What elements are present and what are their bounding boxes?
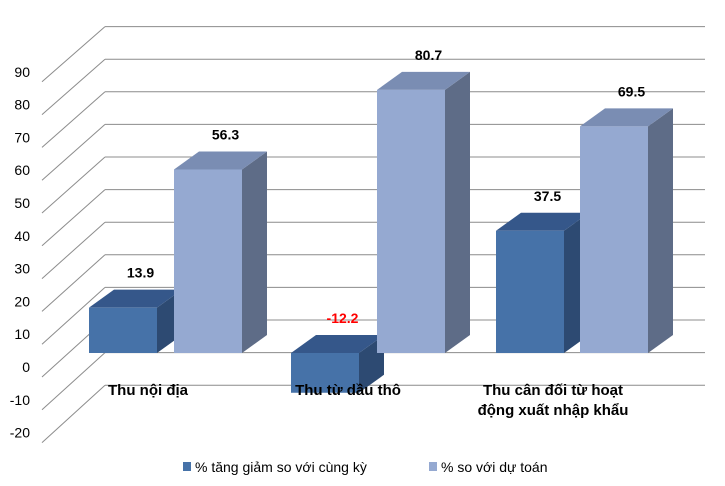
bar-top <box>291 335 384 353</box>
y-tick-label: 90 <box>14 64 30 80</box>
bar-side <box>648 108 673 354</box>
grid-side-line <box>41 221 106 279</box>
category-label: động xuất nhập khẩu <box>478 402 629 419</box>
legend-label: % tăng giảm so với cùng kỳ <box>195 459 367 475</box>
category-label: Thu nội địa <box>108 382 189 399</box>
y-tick-label: -20 <box>10 425 30 441</box>
grid-side-line <box>41 384 106 443</box>
bar-top <box>496 212 589 231</box>
data-label: 37.5 <box>534 188 561 204</box>
y-tick-label: 60 <box>14 162 30 178</box>
grid-side-line <box>41 254 106 312</box>
y-tick-label: 30 <box>14 261 30 277</box>
legend-label: % so với dự toán <box>441 459 548 475</box>
y-tick-label: 40 <box>14 228 30 244</box>
data-label: 56.3 <box>212 126 239 142</box>
bar-top <box>174 151 267 170</box>
y-tick-label: 70 <box>14 129 30 145</box>
y-tick-label: 20 <box>14 293 30 309</box>
y-tick-label: -10 <box>10 392 30 408</box>
grid-side-line <box>41 91 106 148</box>
grid-side-line <box>41 58 106 115</box>
legend-swatch <box>429 462 437 471</box>
y-tick-label: 50 <box>14 195 30 211</box>
grid-side-line <box>41 26 106 83</box>
y-tick-label: 80 <box>14 97 30 113</box>
bar-top <box>89 289 182 308</box>
legend-swatch <box>183 462 191 471</box>
bar <box>89 307 157 353</box>
bar <box>291 353 359 393</box>
category-label: Thu từ dầu thô <box>295 382 401 399</box>
category-label: Thu cân đối từ hoạt <box>483 382 623 399</box>
bar <box>377 89 445 353</box>
bar-top <box>580 108 673 127</box>
bar <box>580 126 648 354</box>
grid-side-line <box>41 287 106 345</box>
y-tick-label: 10 <box>14 326 30 342</box>
bar-top <box>377 71 470 90</box>
grid-side-line <box>41 189 106 247</box>
data-label: 69.5 <box>618 83 645 99</box>
y-tick-label: 0 <box>22 359 30 375</box>
data-label: -12.2 <box>327 310 359 326</box>
bar-side <box>445 71 470 353</box>
grid-side-line <box>41 352 106 411</box>
grid-side-line <box>41 156 106 214</box>
bar <box>496 230 564 353</box>
grid-side-line <box>41 124 106 181</box>
bar <box>174 169 242 353</box>
bar-side <box>242 151 267 353</box>
data-label: 13.9 <box>127 265 154 281</box>
data-label: 80.7 <box>415 47 442 63</box>
